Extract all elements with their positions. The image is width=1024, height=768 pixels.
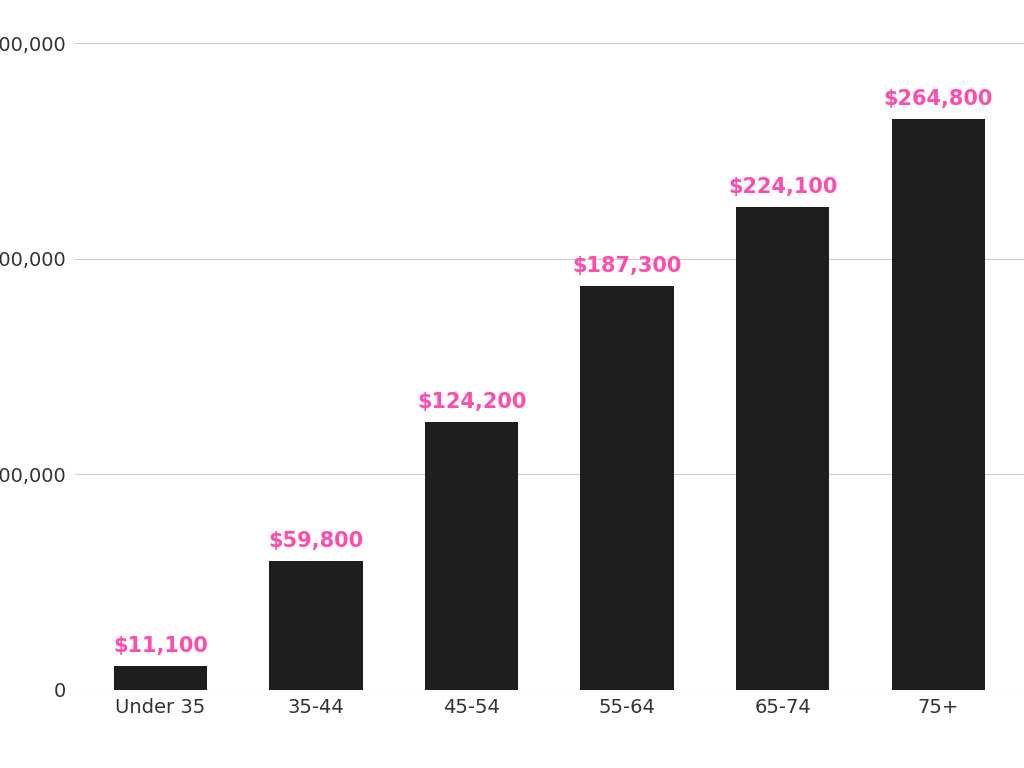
Bar (425, 422, 518, 690)
Bar (892, 119, 985, 690)
Bar (269, 561, 362, 690)
Text: $187,300: $187,300 (572, 257, 682, 276)
Bar (736, 207, 829, 690)
Text: $264,800: $264,800 (884, 89, 993, 109)
Text: $11,100: $11,100 (113, 636, 208, 656)
Text: $224,100: $224,100 (728, 177, 838, 197)
Bar (581, 286, 674, 690)
Text: $124,200: $124,200 (417, 392, 526, 412)
Text: MONEY WOMAN: MONEY WOMAN (873, 742, 992, 755)
Bar (114, 666, 207, 690)
Text: $59,800: $59,800 (268, 531, 364, 551)
Text: Age Ranges: Age Ranges (390, 719, 563, 746)
Text: Net Worth: Net Worth (18, 310, 46, 458)
Text: THE MILLENNIAL: THE MILLENNIAL (888, 719, 978, 729)
